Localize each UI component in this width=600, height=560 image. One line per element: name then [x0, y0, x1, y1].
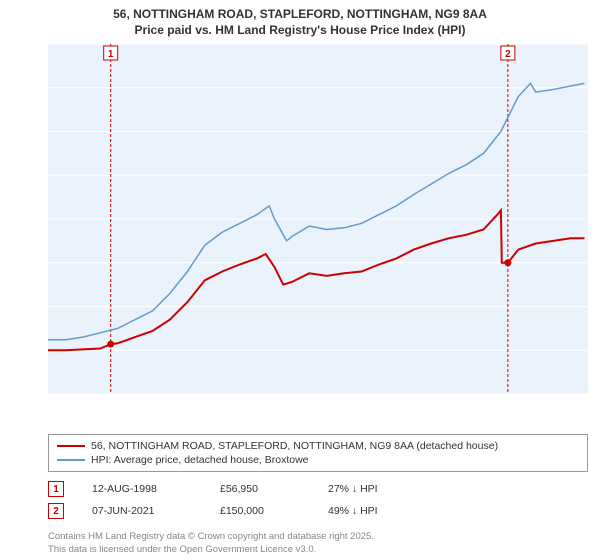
legend-label-hpi: HPI: Average price, detached house, Brox… [91, 454, 309, 466]
event-delta-1: 27% ↓ HPI [328, 483, 378, 495]
legend: 56, NOTTINGHAM ROAD, STAPLEFORD, NOTTING… [48, 434, 588, 522]
svg-text:1: 1 [108, 49, 114, 60]
swatch-blue [57, 459, 85, 461]
legend-row-hpi: HPI: Average price, detached house, Brox… [57, 453, 579, 467]
events-table: 1 12-AUG-1998 £56,950 27% ↓ HPI 2 07-JUN… [48, 478, 588, 522]
chart-container: 56, NOTTINGHAM ROAD, STAPLEFORD, NOTTING… [0, 0, 600, 560]
legend-series-box: 56, NOTTINGHAM ROAD, STAPLEFORD, NOTTING… [48, 434, 588, 472]
footer-line-2: This data is licensed under the Open Gov… [48, 544, 316, 555]
footer: Contains HM Land Registry data © Crown c… [48, 531, 374, 556]
event-date-2: 07-JUN-2021 [92, 505, 192, 517]
event-date-1: 12-AUG-1998 [92, 483, 192, 495]
footer-line-1: Contains HM Land Registry data © Crown c… [48, 531, 374, 542]
event-delta-2: 49% ↓ HPI [328, 505, 378, 517]
event-price-1: £56,950 [220, 483, 300, 495]
title-line-2: Price paid vs. HM Land Registry's House … [135, 23, 466, 37]
title-line-1: 56, NOTTINGHAM ROAD, STAPLEFORD, NOTTING… [113, 7, 487, 21]
event-marker-1: 1 [48, 481, 64, 497]
chart-title: 56, NOTTINGHAM ROAD, STAPLEFORD, NOTTING… [0, 0, 600, 38]
event-price-2: £150,000 [220, 505, 300, 517]
swatch-red [57, 445, 85, 448]
event-row-2: 2 07-JUN-2021 £150,000 49% ↓ HPI [48, 500, 588, 522]
event-row-1: 1 12-AUG-1998 £56,950 27% ↓ HPI [48, 478, 588, 500]
legend-label-property: 56, NOTTINGHAM ROAD, STAPLEFORD, NOTTING… [91, 440, 498, 452]
legend-row-property: 56, NOTTINGHAM ROAD, STAPLEFORD, NOTTING… [57, 439, 579, 453]
event-marker-2: 2 [48, 503, 64, 519]
chart-svg: £0£50K£100K£150K£200K£250K£300K£350K£400… [48, 44, 588, 394]
svg-text:2: 2 [505, 49, 511, 60]
